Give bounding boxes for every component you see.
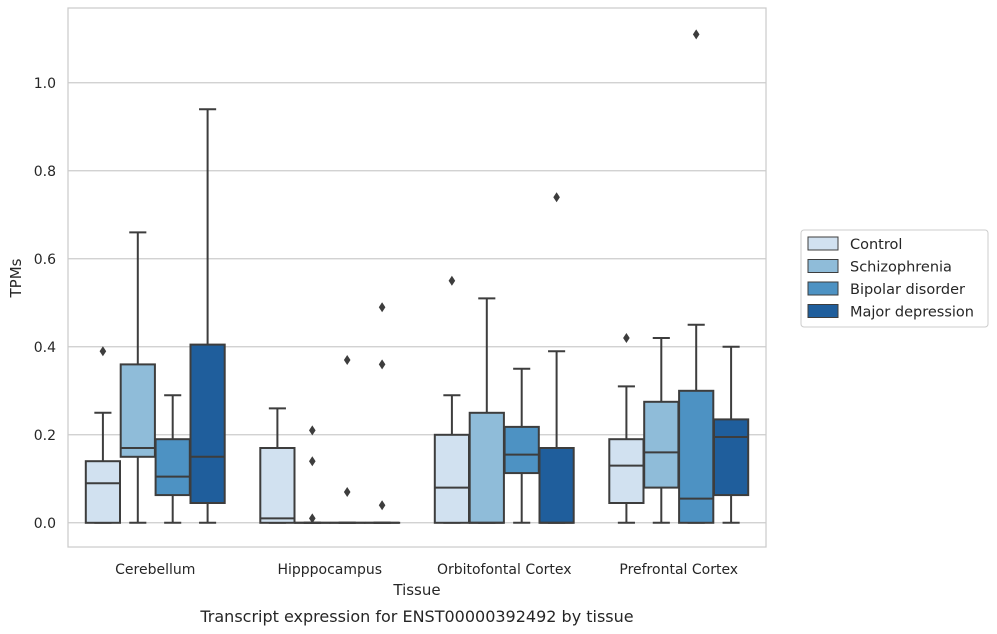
- x-tick-label: Prefrontal Cortex: [619, 562, 738, 578]
- box-iqr: [84, 460, 122, 524]
- box-1-1: [294, 425, 331, 524]
- legend-swatch: [807, 281, 839, 296]
- legend: Control Schizophrenia Bipolar disorder Majo…: [800, 229, 989, 328]
- outlier-point: [99, 346, 107, 357]
- box-iqr: [712, 418, 750, 497]
- y-tick-label: 0.0: [34, 516, 56, 532]
- outlier-point: [309, 456, 316, 467]
- legend-label: Major depression: [850, 305, 974, 321]
- legend-swatch: [807, 304, 839, 318]
- box-0-1: [119, 231, 156, 524]
- outlier-point: [623, 333, 630, 343]
- outlier-point: [309, 513, 316, 524]
- box-0-3: [189, 108, 226, 524]
- box-2-3: [538, 192, 575, 524]
- y-tick-label: 0.2: [34, 428, 56, 444]
- box-0-2: [154, 394, 191, 524]
- box-iqr: [643, 400, 680, 489]
- y-axis-label: TPMs: [7, 258, 25, 298]
- box-3-1: [643, 337, 680, 524]
- x-axis-label: Tissue: [392, 581, 440, 599]
- y-tick-label: 0.8: [34, 164, 56, 180]
- y-tick-label: 1.0: [34, 76, 56, 92]
- legend-frame: [800, 229, 989, 328]
- grid-lines: [68, 82, 766, 524]
- box-iqr: [608, 438, 645, 505]
- box-iqr: [538, 447, 575, 524]
- outlier-point: [553, 192, 560, 203]
- box-series: [84, 29, 750, 524]
- box-1-0: [259, 407, 296, 524]
- box-0-0: [84, 346, 122, 524]
- x-tick-label: Cerebellum: [115, 562, 195, 578]
- box-1-3: [363, 302, 401, 524]
- chart-caption: Transcript expression for ENST0000039249…: [199, 607, 633, 626]
- legend-label: Schizophrenia: [850, 260, 952, 276]
- box-2-1: [468, 297, 505, 524]
- x-tick-label: Orbitofontal Cortex: [437, 562, 572, 578]
- legend-swatch: [807, 236, 839, 251]
- outlier-point: [343, 355, 351, 365]
- box-2-0: [433, 275, 471, 524]
- outlier-point: [378, 500, 386, 511]
- x-tick-labels: Cerebellum Hipppocampus Orbitofontal Corte…: [115, 562, 738, 578]
- box-1-2: [329, 355, 366, 524]
- y-tick-label: 0.6: [34, 252, 56, 268]
- box-3-0: [608, 333, 645, 524]
- y-tick-label: 0.4: [34, 340, 56, 356]
- box-2-2: [503, 367, 540, 524]
- box-iqr: [468, 411, 505, 524]
- box-3-2: [678, 29, 715, 524]
- box-iqr: [154, 438, 191, 497]
- box-iqr: [259, 447, 296, 524]
- legend-label: Bipolar disorder: [850, 282, 965, 298]
- box-iqr: [433, 433, 471, 524]
- outlier-point: [309, 425, 316, 436]
- box-iqr: [503, 425, 540, 475]
- y-tick-labels: 0.0 0.2 0.4 0.6 0.8 1.0: [34, 76, 56, 532]
- box-iqr: [189, 343, 226, 504]
- outlier-point: [692, 29, 700, 40]
- x-tick-label: Hipppocampus: [277, 562, 382, 578]
- legend-label: Control: [850, 237, 902, 253]
- outlier-point: [448, 275, 456, 286]
- outlier-point: [378, 302, 386, 313]
- plot-frame: [67, 7, 767, 548]
- legend-swatch: [807, 259, 839, 273]
- outlier-point: [343, 487, 351, 497]
- box-3-3: [712, 345, 750, 524]
- box-iqr: [678, 389, 715, 524]
- outlier-point: [378, 359, 386, 370]
- box-iqr: [119, 363, 156, 458]
